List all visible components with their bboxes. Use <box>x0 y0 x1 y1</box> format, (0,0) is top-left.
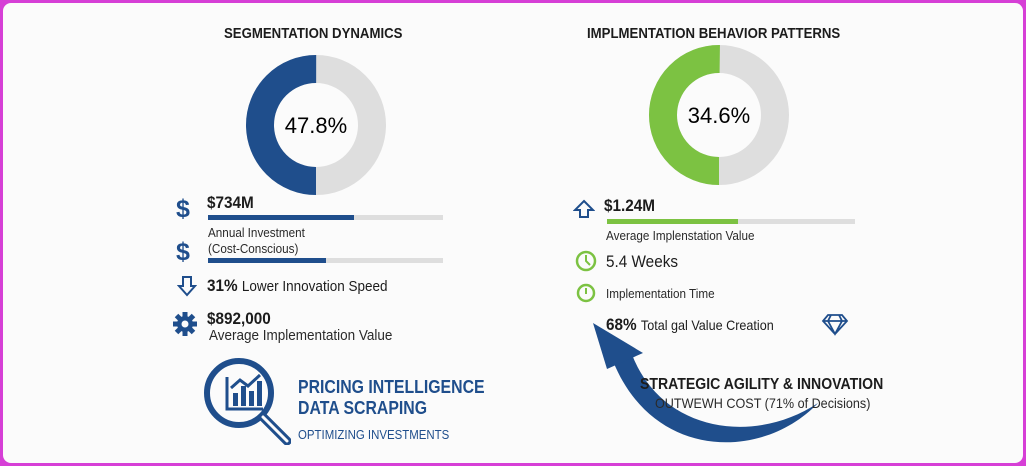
dollar-icon: $ <box>176 238 190 264</box>
magnifier-chart-icon <box>204 358 291 445</box>
left-title: SEGMENTATION DYNAMICS <box>224 25 403 42</box>
infographic-frame: SEGMENTATION DYNAMICS 47.8% $ $734M Annu… <box>3 3 1023 463</box>
right-donut-label: 34.6% <box>688 103 750 128</box>
gear-icon <box>173 312 197 336</box>
brand-line2: DATA SCRAPING <box>298 398 428 418</box>
right-metric4: 68% Total ɡal Value Creation <box>606 315 774 335</box>
curved-arrow-icon <box>593 323 818 443</box>
left-metric2-bar <box>208 258 443 263</box>
right-metric1-bar <box>607 219 855 224</box>
callout-line2: OUTWEWH COST (71% of Decisions) <box>655 395 871 411</box>
right-metric4-value: 68% <box>606 315 637 334</box>
right-donut: 34.6% <box>649 45 789 185</box>
dollar-icon: $ <box>176 195 190 221</box>
timer-icon <box>576 283 596 303</box>
right-metric1-value: $1.24M <box>604 196 656 215</box>
left-metric2-label1: Annual Investment <box>208 225 305 240</box>
brand-line3: OPTIMIZING INVESTMENTS <box>298 427 450 442</box>
brand-line1: PRICING INTELLIGENCE <box>298 377 485 397</box>
diamond-icon <box>821 314 849 336</box>
right-metric4-label: Total ɡal Value Creation <box>640 317 774 333</box>
svg-text:$: $ <box>176 238 190 264</box>
left-metric1-bar <box>208 215 443 220</box>
right-metric2-value: 5.4 Weeks <box>606 252 679 271</box>
arrow-up-icon <box>573 199 595 218</box>
right-metric3-label: Implementation Time <box>606 286 715 301</box>
left-donut-segment <box>246 55 386 195</box>
right-donut-segment <box>649 45 789 185</box>
right-metric1-label: Average Implenstation Value <box>606 228 755 243</box>
left-donut-label: 47.8% <box>285 113 347 138</box>
left-metric2-label2: (Cost-Conscious) <box>208 241 299 256</box>
left-metric4-label: Average Implementation Value <box>209 327 393 344</box>
left-metric3: 31% Lower Innovation Speed <box>207 276 388 296</box>
right-title: IMPLMENTATION BEHAVIOR PATTERNS <box>587 25 841 42</box>
left-donut: 47.8% <box>246 55 386 195</box>
left-metric3-value: 31% <box>207 276 238 295</box>
left-metric3-label: Lower Innovation Speed <box>241 278 388 295</box>
left-metric4-value: $892,000 <box>207 309 271 328</box>
svg-text:$: $ <box>176 195 190 221</box>
callout-line1: STRATEGIC AGILITY & INNOVATION <box>640 376 884 393</box>
clock-icon <box>575 250 597 272</box>
left-metric1-value: $734M <box>207 193 254 212</box>
arrow-down-icon <box>177 276 197 297</box>
